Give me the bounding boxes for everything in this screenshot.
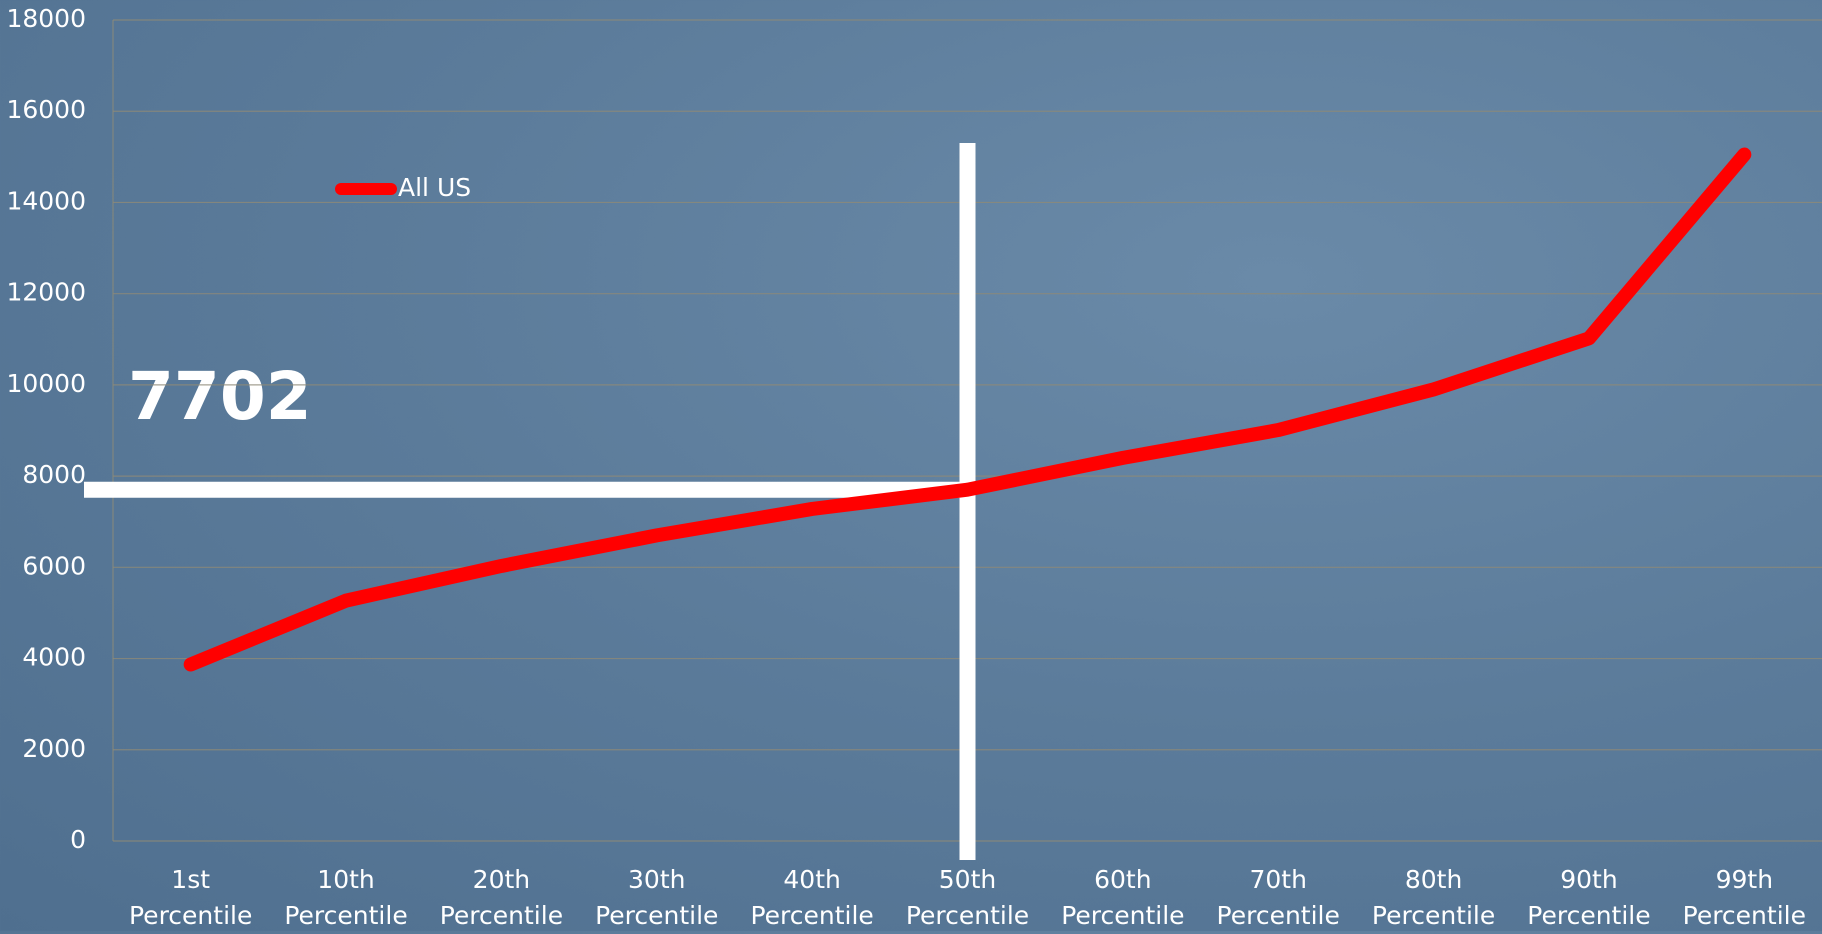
legend-label: All US <box>398 173 471 202</box>
y-tick-label: 6000 <box>22 551 86 580</box>
x-tick-label: 90th Percentile <box>1527 865 1651 930</box>
y-tick-label: 18000 <box>6 4 86 33</box>
y-tick-label: 12000 <box>6 278 86 307</box>
y-tick-label: 10000 <box>6 369 86 398</box>
x-tick-label: 30th Percentile <box>595 865 719 930</box>
x-tick-label: 70th Percentile <box>1216 865 1340 930</box>
annotation: 7702 <box>128 358 312 435</box>
x-tick-label: 20th Percentile <box>439 865 564 930</box>
y-tick-label: 8000 <box>22 460 86 489</box>
x-tick-label: 80th Percentile <box>1371 865 1496 930</box>
x-tick-label: 40th Percentile <box>750 865 874 930</box>
y-tick-label: 0 <box>70 825 86 854</box>
x-tick-label: 1st Percentile <box>129 865 253 930</box>
series-line <box>183 147 1752 672</box>
x-tick-label: 50th Percentile <box>905 865 1030 930</box>
x-tick-label: 99th Percentile <box>1682 865 1806 930</box>
y-tick-label: 14000 <box>6 186 86 215</box>
x-tick-label: 60th Percentile <box>1061 865 1185 930</box>
y-tick-label: 4000 <box>22 643 86 672</box>
y-tick-label: 2000 <box>22 734 86 763</box>
x-tick-label: 10th Percentile <box>284 865 408 930</box>
y-tick-label: 16000 <box>6 95 86 124</box>
